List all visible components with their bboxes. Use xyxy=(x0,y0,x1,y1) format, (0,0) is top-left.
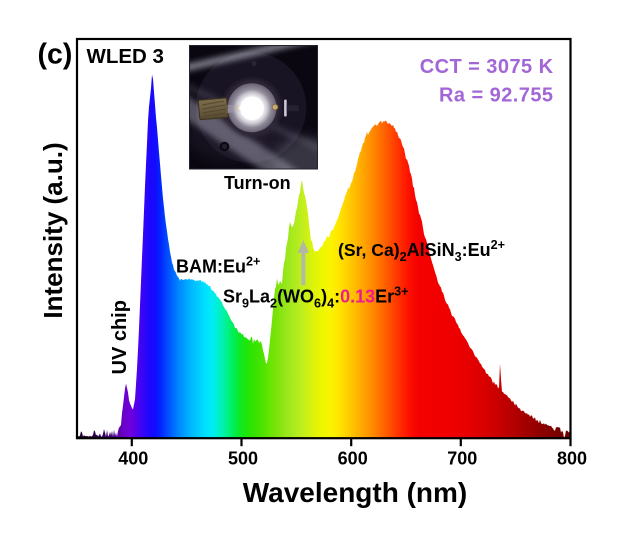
svg-text:UV chip: UV chip xyxy=(109,300,131,374)
svg-text:WLED 3: WLED 3 xyxy=(87,45,164,68)
svg-text:600: 600 xyxy=(338,449,368,469)
svg-text:Wavelength (nm): Wavelength (nm) xyxy=(243,477,468,508)
svg-text:Intensity (a.u.): Intensity (a.u.) xyxy=(38,142,68,318)
svg-text:(c): (c) xyxy=(38,39,73,71)
svg-text:Turn-on: Turn-on xyxy=(224,173,291,193)
svg-text:Ra = 92.755: Ra = 92.755 xyxy=(439,85,553,107)
svg-text:(Sr, Ca)2AlSiN3:Eu2+: (Sr, Ca)2AlSiN3:Eu2+ xyxy=(338,238,505,264)
svg-text:BAM:Eu2+: BAM:Eu2+ xyxy=(176,255,260,277)
svg-text:CCT = 3075 K: CCT = 3075 K xyxy=(420,56,554,78)
svg-text:800: 800 xyxy=(557,449,587,469)
svg-text:400: 400 xyxy=(118,449,148,469)
svg-text:700: 700 xyxy=(447,449,477,469)
svg-text:500: 500 xyxy=(228,449,258,469)
